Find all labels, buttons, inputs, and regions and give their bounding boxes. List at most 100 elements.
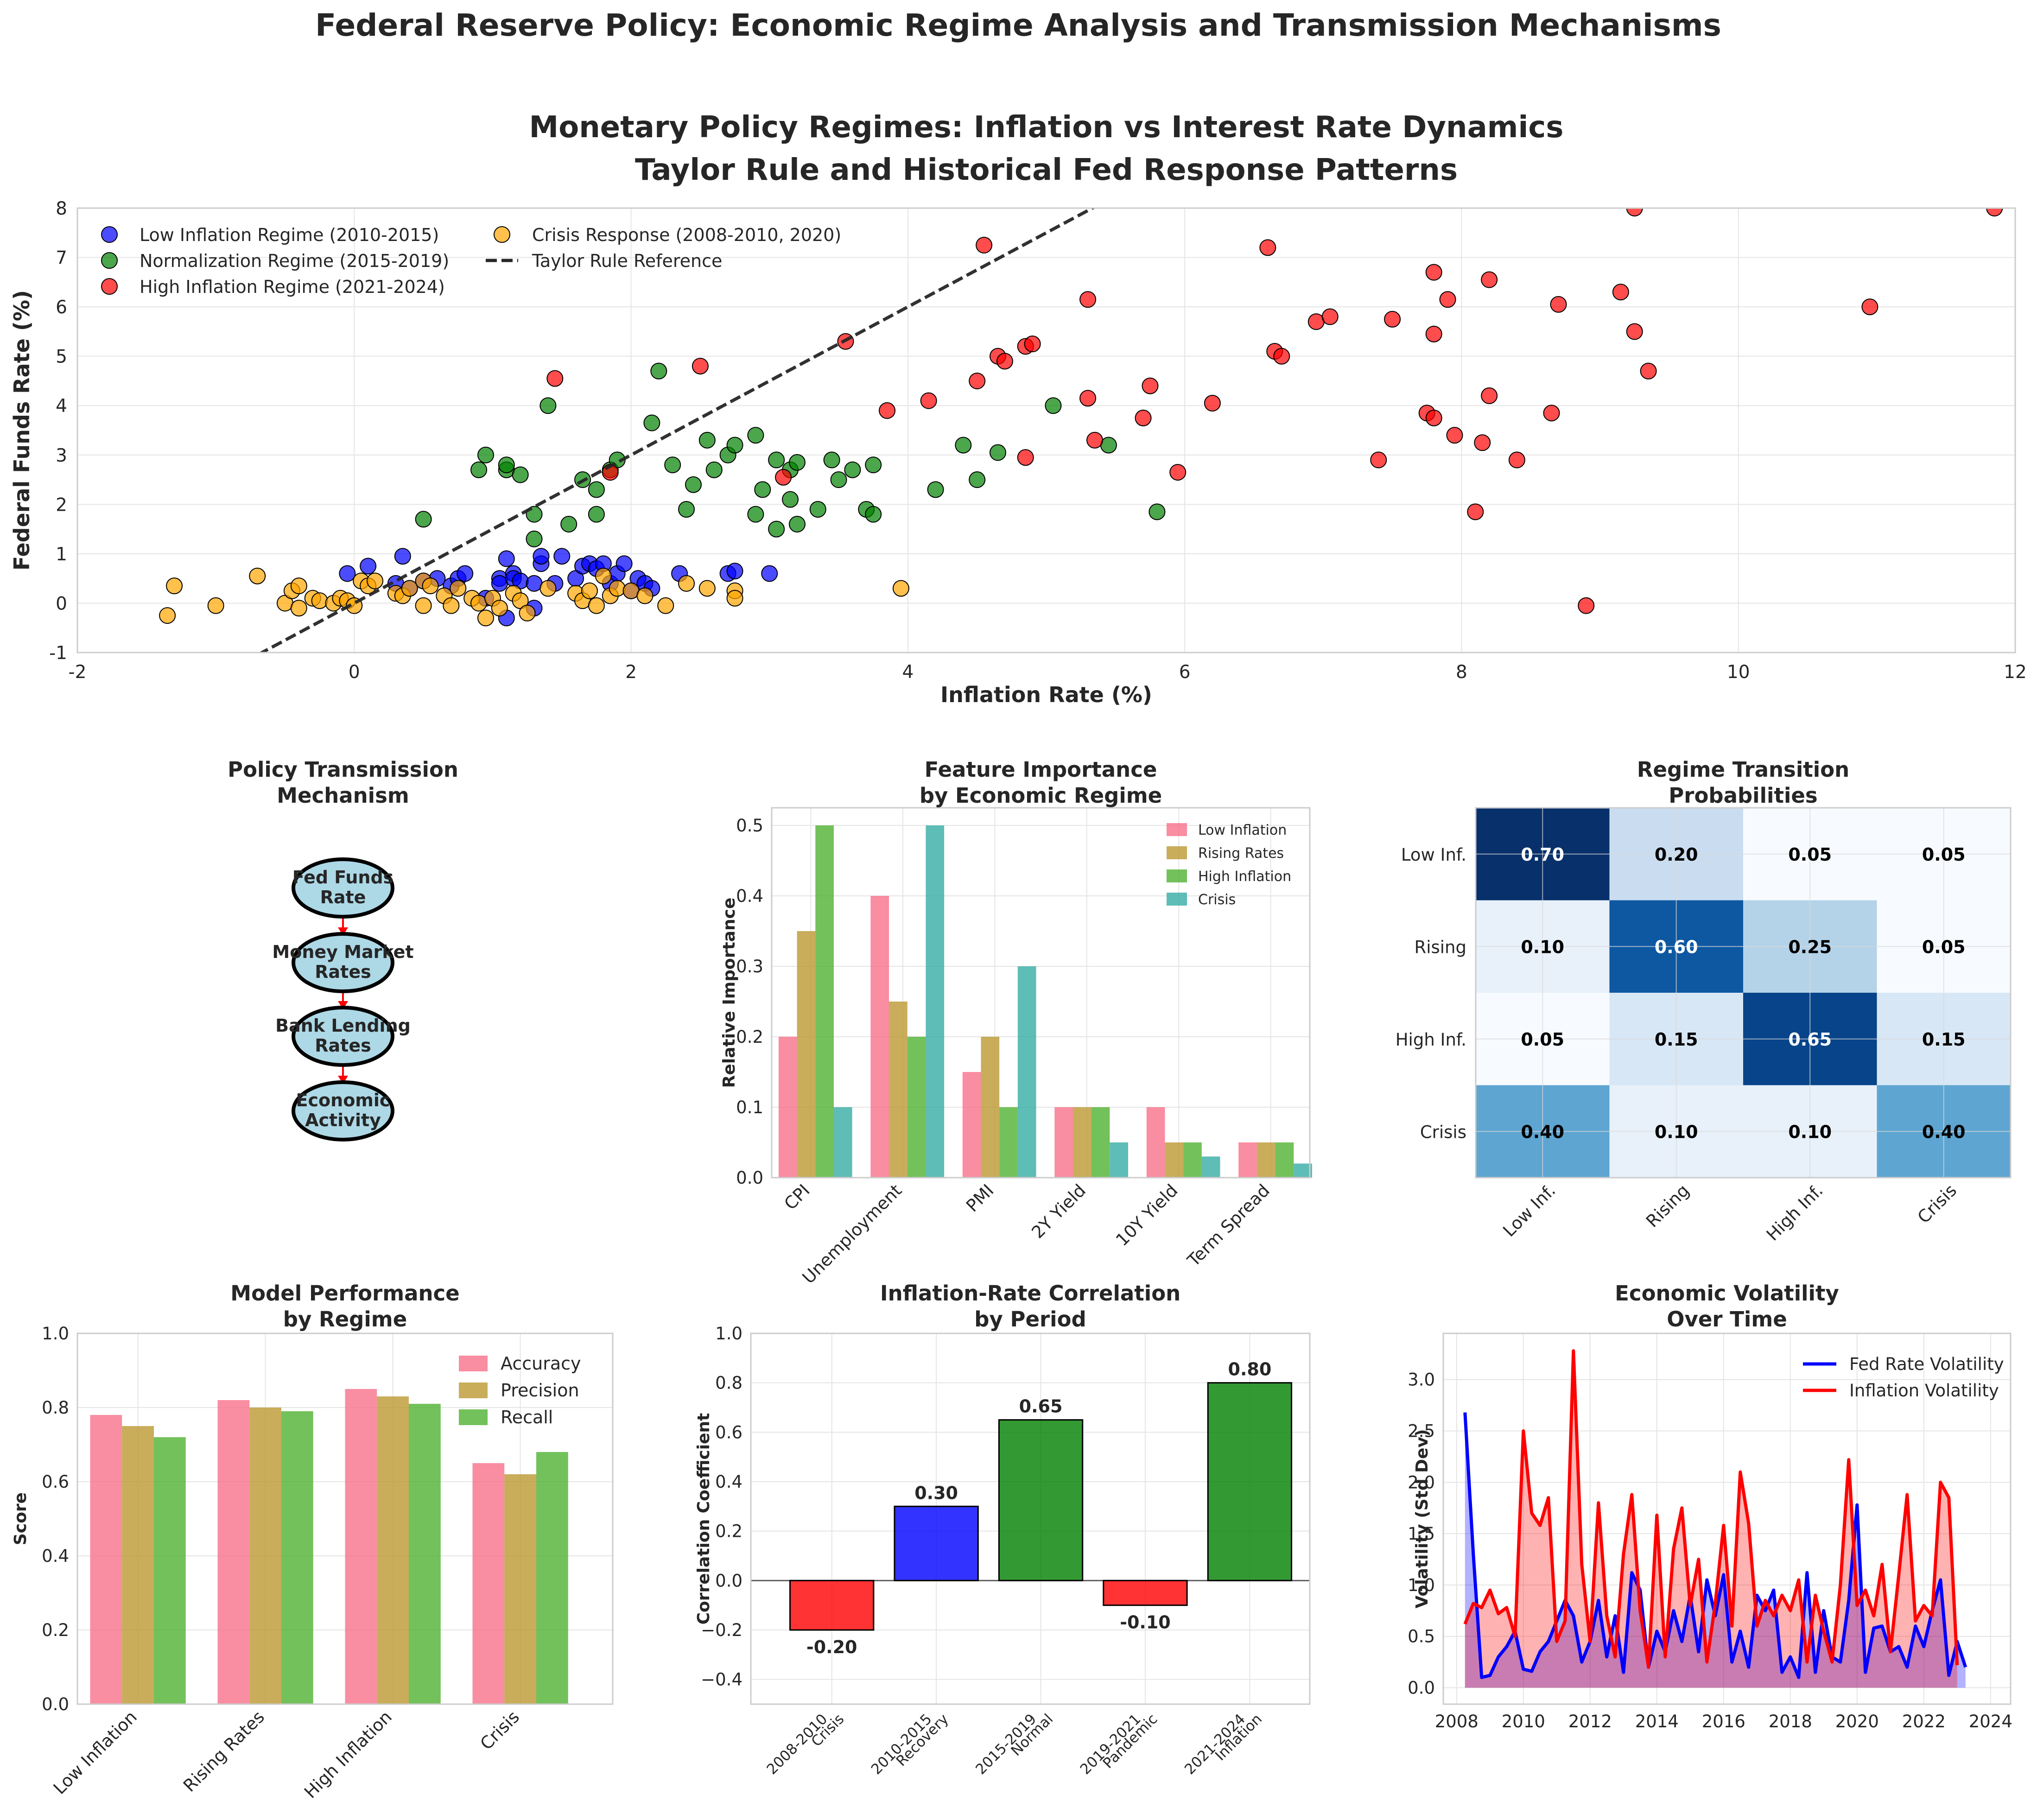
scatter-point-series-3	[1425, 409, 1442, 426]
bar-rising-rates	[889, 1002, 907, 1178]
x-tick-label: Low Inf.	[1499, 1180, 1559, 1241]
y-tick-label: 0.2	[736, 1027, 763, 1047]
scatter-point-series-3	[1370, 451, 1387, 469]
y-axis-label: Correlation Coefficient	[694, 1413, 713, 1625]
scatter-point-series-1	[394, 548, 411, 565]
scatter-point-series-3	[1508, 451, 1525, 469]
bar-precision	[377, 1396, 409, 1704]
x-tick-label: 2020	[1835, 1712, 1879, 1731]
heatmap-cell-label: 0.10	[1788, 1122, 1832, 1142]
heatmap-cell-label: 0.25	[1788, 937, 1832, 957]
transmission-node	[292, 1080, 394, 1141]
scatter-point-series-2	[969, 471, 986, 488]
axes-frame	[771, 807, 1311, 1179]
legend-label: Taylor Rule Reference	[532, 251, 722, 271]
y-tick-label: 0.0	[1408, 1678, 1435, 1698]
transmission-node-label: Rates	[315, 962, 371, 982]
scatter-point-series-2	[726, 437, 743, 454]
heatmap-cell-label: 0.40	[1922, 1122, 1966, 1142]
x-tick-label: CPI	[781, 1180, 814, 1214]
scatter-point-series-3	[1861, 298, 1878, 316]
y-tick-label: 0.6	[42, 1472, 69, 1492]
scatter-point-series-3	[1321, 308, 1339, 325]
x-tick-label: High Inf.	[1763, 1180, 1827, 1245]
scatter-point-series-3	[1273, 348, 1290, 365]
chart-title: Probabilities	[1669, 783, 1817, 808]
x-tick-label: 6	[1179, 662, 1191, 683]
scatter-point-series-4	[636, 587, 654, 604]
scatter-point-series-1	[761, 565, 778, 582]
scatter-point-series-2	[588, 481, 605, 498]
y-tick-label: 1.0	[1408, 1575, 1435, 1595]
figure-title: Federal Reserve Policy: Economic Regime …	[315, 7, 1721, 43]
chart-title: Economic Volatility	[1615, 1281, 1839, 1306]
x-tick-label: 10	[1727, 662, 1750, 683]
scatter-point-series-4	[450, 580, 467, 597]
scatter-point-series-4	[588, 597, 605, 614]
scatter-point-series-3	[1135, 409, 1152, 426]
area-fed-rate-volatility	[1465, 1412, 1966, 1688]
scatter-point-series-4	[678, 575, 695, 592]
bar-high-inflation	[1275, 1142, 1294, 1178]
y-tick-label: 2.0	[1408, 1472, 1435, 1492]
transmission-node-label: Money Market	[272, 942, 413, 962]
scatter-point-series-2	[1149, 503, 1166, 520]
legend-label: Recall	[501, 1407, 553, 1427]
scatter-point-series-2	[747, 427, 764, 444]
transmission-node-label: Economic	[296, 1090, 390, 1110]
heatmap-cell-label: 0.05	[1521, 1029, 1564, 1050]
scatter-point-series-2	[782, 491, 799, 508]
y-tick-label: 8	[56, 198, 67, 219]
bar-recall	[536, 1452, 568, 1704]
chart-title: Mechanism	[277, 783, 409, 808]
heatmap-cell-label: 0.10	[1521, 937, 1564, 957]
chart-title: Over Time	[1667, 1307, 1787, 1332]
scatter-point-series-4	[249, 567, 266, 584]
scatter-point-series-2	[512, 466, 529, 483]
scatter-point-series-2	[768, 520, 785, 538]
scatter-point-series-2	[560, 515, 577, 533]
scatter-point-series-3	[1626, 208, 1643, 216]
scatter-point-series-2	[470, 461, 488, 478]
legend-swatch	[1167, 893, 1187, 906]
legend-label: Rising Rates	[1198, 845, 1284, 862]
scatter-point-series-2	[415, 511, 432, 528]
legend-swatch	[1167, 823, 1187, 836]
scatter-point-series-1	[339, 565, 356, 582]
x-tick-label: Unemployment	[799, 1180, 906, 1288]
scatter-point-series-3	[1204, 394, 1221, 412]
heatmap-cell-label: 0.60	[1655, 937, 1698, 957]
scatter-point-series-3	[1481, 271, 1498, 288]
y-tick-label: 0	[56, 593, 67, 614]
bar-high-inflation	[1183, 1142, 1202, 1178]
bar-low-inflation	[870, 896, 889, 1178]
scatter-point-series-1	[616, 555, 633, 572]
scatter-point-series-3	[1481, 387, 1498, 404]
scatter-points	[159, 208, 2003, 653]
chart-title: by Period	[974, 1307, 1086, 1332]
y-tick-label: 0.5	[736, 816, 763, 836]
legend-label: Accuracy	[501, 1353, 581, 1374]
y-tick-label: 2	[56, 495, 67, 515]
axes-frame	[1475, 807, 2012, 1179]
area-inflation-volatility	[1465, 1351, 1957, 1688]
scatter-point-series-3	[1439, 291, 1456, 308]
x-tick-label: 2014	[1635, 1712, 1679, 1731]
transmission-node	[292, 857, 394, 919]
y-tick-label: −0.4	[701, 1670, 742, 1690]
scatter-point-series-4	[477, 609, 494, 627]
x-tick-label: Low Inflation	[50, 1707, 141, 1798]
bar-accuracy	[217, 1400, 250, 1704]
scatter-point-series-2	[643, 414, 660, 431]
scatter-point-series-4	[311, 592, 328, 609]
heatmap-cell-label: 0.10	[1655, 1122, 1698, 1142]
scatter-point-series-1	[457, 565, 474, 582]
scatter-point-series-3	[692, 357, 709, 374]
chart-title: Monetary Policy Regimes: Inflation vs In…	[529, 110, 1564, 145]
scatter-point-series-3	[1467, 503, 1484, 520]
x-tick-label: 2008	[1435, 1712, 1479, 1731]
